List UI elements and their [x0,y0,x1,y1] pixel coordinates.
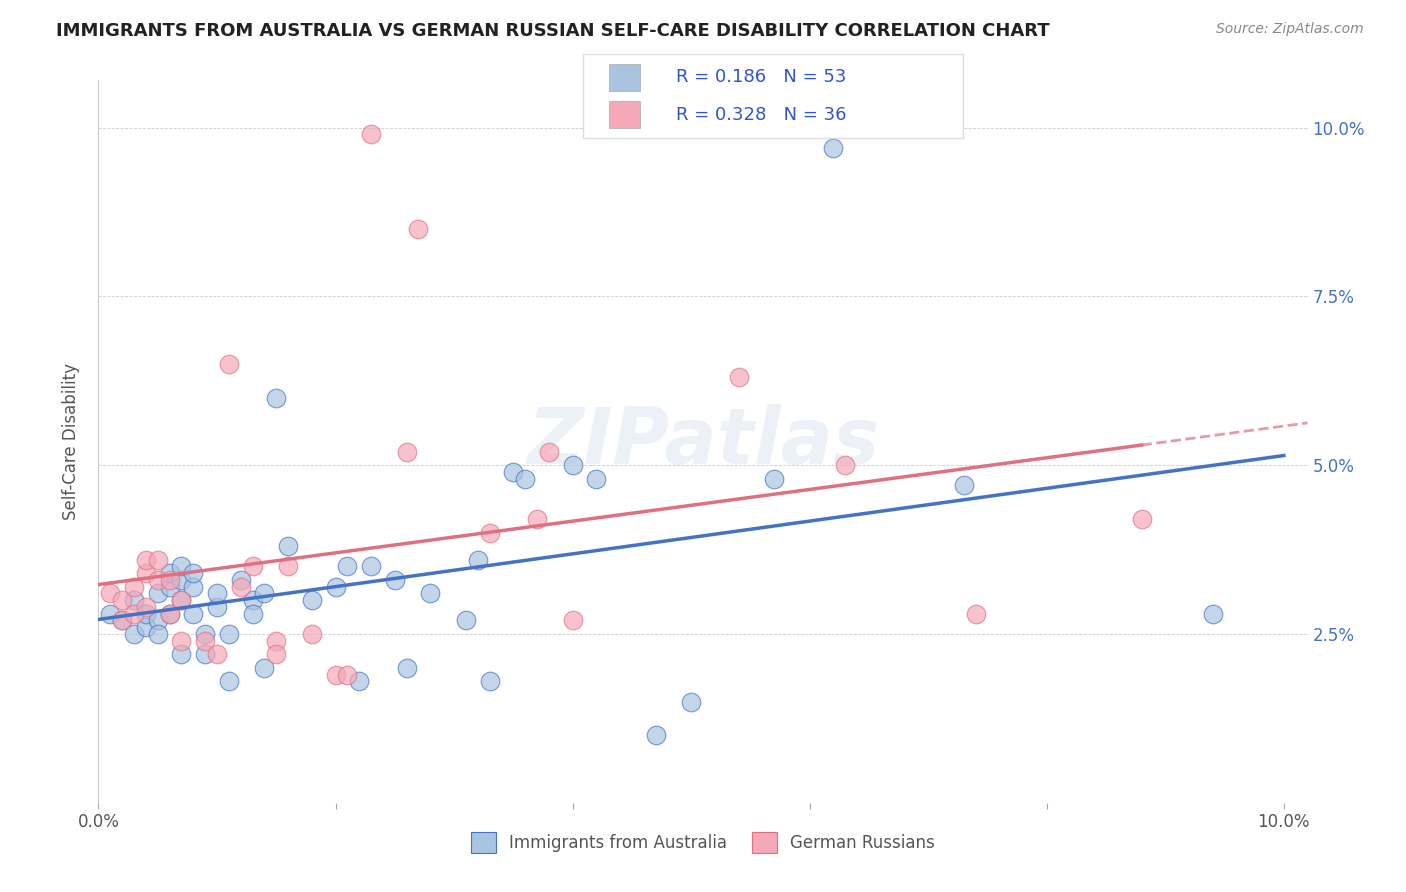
Text: Source: ZipAtlas.com: Source: ZipAtlas.com [1216,22,1364,37]
Point [122,607,145,621]
Point [98,586,121,600]
Point [763,472,786,486]
Point [264,647,287,661]
Point [122,593,145,607]
Point [1202,607,1225,621]
Point [205,599,228,614]
Point [478,525,501,540]
Point [419,586,441,600]
Point [384,573,406,587]
Point [181,566,204,581]
Point [277,559,299,574]
Point [146,552,169,566]
Point [834,458,856,472]
Point [561,458,583,472]
Point [135,599,157,614]
Point [194,633,217,648]
Point [146,627,169,641]
Point [181,580,204,594]
Text: R = 0.186   N = 53: R = 0.186 N = 53 [676,69,846,87]
Point [181,607,204,621]
Point [408,222,430,236]
Point [111,614,134,628]
Point [122,580,145,594]
Point [229,573,252,587]
Text: ZIPatlas: ZIPatlas [527,403,879,480]
Point [823,141,845,155]
Point [170,647,193,661]
Point [122,627,145,641]
Point [159,607,181,621]
Point [336,559,359,574]
Point [561,614,583,628]
Point [681,694,703,708]
Legend: Immigrants from Australia, German Russians: Immigrants from Australia, German Russia… [464,826,942,860]
Point [205,586,228,600]
Text: IMMIGRANTS FROM AUSTRALIA VS GERMAN RUSSIAN SELF-CARE DISABILITY CORRELATION CHA: IMMIGRANTS FROM AUSTRALIA VS GERMAN RUSS… [56,22,1050,40]
Point [253,586,276,600]
Point [325,667,347,681]
Point [135,552,157,566]
Point [170,593,193,607]
Point [301,593,323,607]
Point [218,627,240,641]
Point [336,667,359,681]
Point [264,391,287,405]
Point [515,472,537,486]
Point [1130,512,1153,526]
Point [135,620,157,634]
Point [264,633,287,648]
Point [170,573,193,587]
Point [952,478,974,492]
Point [965,607,987,621]
Point [325,580,347,594]
Point [395,444,418,458]
Point [727,370,749,384]
Point [502,465,524,479]
Point [111,593,134,607]
Point [159,580,181,594]
Point [242,559,264,574]
Point [159,566,181,581]
Point [205,647,228,661]
Point [467,552,489,566]
Point [159,573,181,587]
Point [301,627,323,641]
Point [644,728,666,742]
Point [478,674,501,689]
Y-axis label: Self-Care Disability: Self-Care Disability [62,363,80,520]
Text: R = 0.328   N = 36: R = 0.328 N = 36 [676,105,846,123]
Point [229,580,252,594]
Point [170,633,193,648]
Point [537,444,560,458]
Point [395,661,418,675]
Point [360,128,382,142]
Point [218,674,240,689]
Point [454,614,477,628]
Point [360,559,382,574]
Point [253,661,276,675]
Point [218,357,240,371]
Point [526,512,548,526]
Point [194,647,217,661]
Point [146,573,169,587]
Point [347,674,370,689]
Point [159,607,181,621]
Point [146,614,169,628]
Point [242,593,264,607]
Point [111,614,134,628]
Point [242,607,264,621]
Point [194,627,217,641]
Point [146,586,169,600]
Point [98,607,121,621]
Point [170,593,193,607]
Point [135,566,157,581]
Point [170,559,193,574]
Point [585,472,607,486]
Point [135,607,157,621]
Point [277,539,299,553]
